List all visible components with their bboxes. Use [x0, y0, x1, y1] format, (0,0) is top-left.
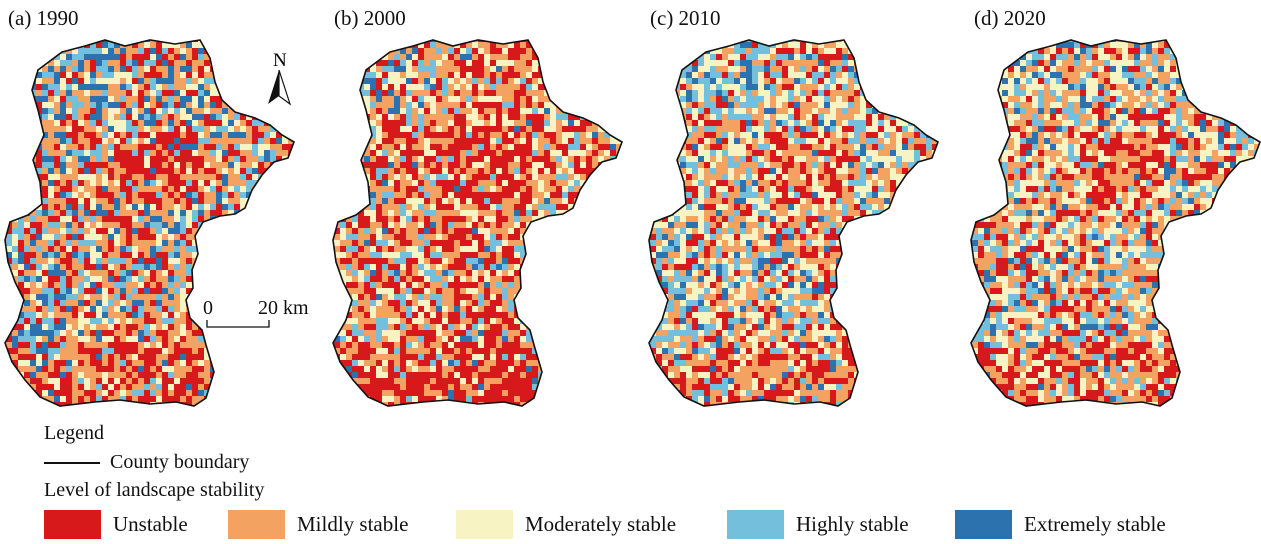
legend-label-extremely-stable: Extremely stable	[1024, 512, 1166, 536]
stability-map-2	[332, 39, 623, 407]
legend-item-extremely-stable: Extremely stable	[955, 510, 1166, 539]
legend-item-unstable: Unstable	[44, 510, 228, 539]
legend-label-mildly-stable: Mildly stable	[297, 512, 409, 536]
legend-label-unstable: Unstable	[113, 512, 188, 536]
panel-title-a: (a) 1990	[8, 6, 79, 30]
stability-map-4	[970, 39, 1261, 407]
swatch-mildly-stable	[228, 510, 285, 539]
panel-title-d: (d) 2020	[974, 6, 1046, 30]
legend-item-mildly-stable: Mildly stable	[228, 510, 456, 539]
swatch-extremely-stable	[955, 510, 1012, 539]
stability-map-1	[4, 39, 295, 407]
swatch-highly-stable	[727, 510, 784, 539]
legend-classes: Unstable Mildly stable Moderately stable…	[44, 510, 1166, 539]
legend-label-moderately-stable: Moderately stable	[525, 512, 677, 536]
panel-title-c: (c) 2010	[650, 6, 721, 30]
legend-boundary: County boundary	[44, 451, 249, 474]
swatch-moderately-stable	[456, 510, 513, 539]
legend-stability-title: Level of landscape stability	[44, 479, 265, 501]
legend-boundary-label: County boundary	[110, 451, 250, 473]
legend-item-highly-stable: Highly stable	[727, 510, 955, 539]
scale-end-label: 20 km	[258, 297, 309, 319]
county-boundary-1	[4, 39, 295, 407]
north-arrow-icon: N	[268, 50, 292, 106]
boundary-line-symbol	[44, 461, 100, 464]
panel-title-b: (b) 2000	[334, 6, 406, 30]
scale-start-label: 0	[203, 297, 213, 319]
legend-item-moderately-stable: Moderately stable	[456, 510, 727, 539]
swatch-unstable	[44, 510, 101, 539]
county-boundary-3	[648, 39, 939, 407]
legend-label-highly-stable: Highly stable	[796, 512, 909, 536]
legend-title: Legend	[44, 422, 104, 444]
county-boundary-4	[970, 39, 1261, 407]
stability-map-3	[648, 39, 939, 407]
map-canvas	[4, 39, 1261, 407]
county-boundary-2	[332, 39, 623, 407]
